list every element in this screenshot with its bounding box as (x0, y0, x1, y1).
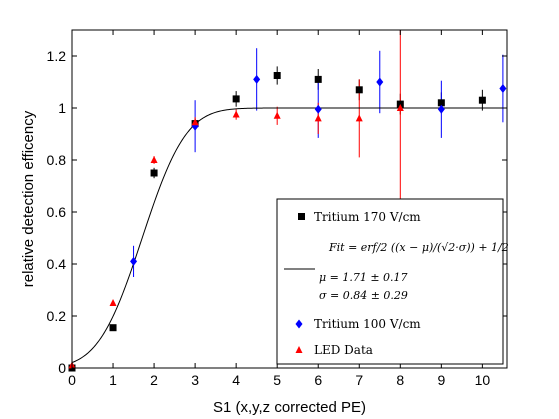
marker-triangle-3 (191, 118, 199, 126)
plot-frame (71, 29, 508, 369)
fit-curve-layer (72, 107, 507, 364)
x-tick-label-8: 8 (396, 372, 404, 388)
x-axis-label: S1 (x,y,z corrected PE) (213, 399, 366, 416)
marker-triangle-1 (109, 299, 117, 306)
x-tick-label-6: 6 (314, 372, 322, 388)
legend-label-fit-formula: Fit = erf/2 ((x − μ)/(√2·σ)) + 1/2 (328, 241, 509, 254)
legend-label-fit-mu: μ = 1.71 ± 0.17 (319, 271, 408, 284)
x-tick-label-7: 7 (355, 372, 363, 388)
y-tick-label-1: 0.2 (47, 308, 67, 324)
legend-marker-triangle (295, 346, 303, 353)
x-tick-label-0: 0 (68, 372, 76, 388)
y-tick-label-0: 0 (58, 360, 66, 376)
axes: 0 1 2 3 4 5 6 7 8 9 10 0 0.2 0.4 0.6 0.8 1 1.2 (47, 29, 508, 388)
x-tick-label-3: 3 (191, 372, 199, 388)
marker-square-4 (232, 95, 240, 103)
marker-triangle-4 (232, 110, 240, 118)
marker-triangle-8 (396, 104, 404, 111)
marker-diamond-3 (314, 104, 322, 114)
marker-square-9 (437, 99, 445, 107)
x-tick-label-1: 1 (109, 372, 117, 388)
marker-square-2 (150, 169, 158, 177)
x-tick-label-4: 4 (232, 372, 240, 388)
legend-label-tritium-100: Tritium 100 V/cm (314, 317, 421, 331)
marker-square-5 (273, 72, 281, 79)
y-axis-label: relative detection efficency (20, 110, 37, 287)
y-tick-label-2: 0.4 (47, 256, 67, 272)
y-tick-label-5: 1 (58, 100, 66, 116)
marker-square-7 (355, 86, 363, 94)
marker-square-10 (478, 96, 486, 104)
x-tick-label-5: 5 (273, 372, 281, 388)
marker-diamond-4 (376, 77, 384, 87)
marker-square-6 (314, 75, 322, 83)
marker-triangle-7 (355, 114, 363, 122)
marker-diamond-6 (499, 84, 507, 93)
marker-triangle-6 (314, 114, 322, 122)
marker-diamond-0 (130, 256, 138, 266)
x-tick-label-2: 2 (150, 372, 158, 388)
marker-square-1 (109, 324, 117, 332)
legend-marker-diamond (295, 319, 303, 329)
marker-diamond-5 (437, 104, 445, 114)
y-tick-label-6: 1.2 (47, 48, 67, 64)
y-tick-label-3: 0.6 (47, 204, 67, 220)
legend-marker-square (298, 213, 305, 220)
legend: Tritium 170 V/cm Fit = erf/2 ((x − μ)/(√2… (276, 198, 509, 365)
legend-label-led: LED Data (314, 343, 373, 357)
legend-label-fit-sigma: σ = 0.84 ± 0.29 (319, 289, 408, 302)
legend-label-tritium-170: Tritium 170 V/cm (314, 210, 421, 224)
marker-triangle-2 (150, 156, 158, 163)
fit-curve (72, 107, 507, 364)
y-tick-label-4: 0.8 (47, 152, 67, 168)
x-tick-label-10: 10 (475, 372, 491, 388)
legend-box (276, 198, 504, 365)
x-tick-label-9: 9 (437, 372, 445, 388)
marker-diamond-2 (253, 74, 261, 84)
marker-triangle-5 (273, 111, 281, 119)
